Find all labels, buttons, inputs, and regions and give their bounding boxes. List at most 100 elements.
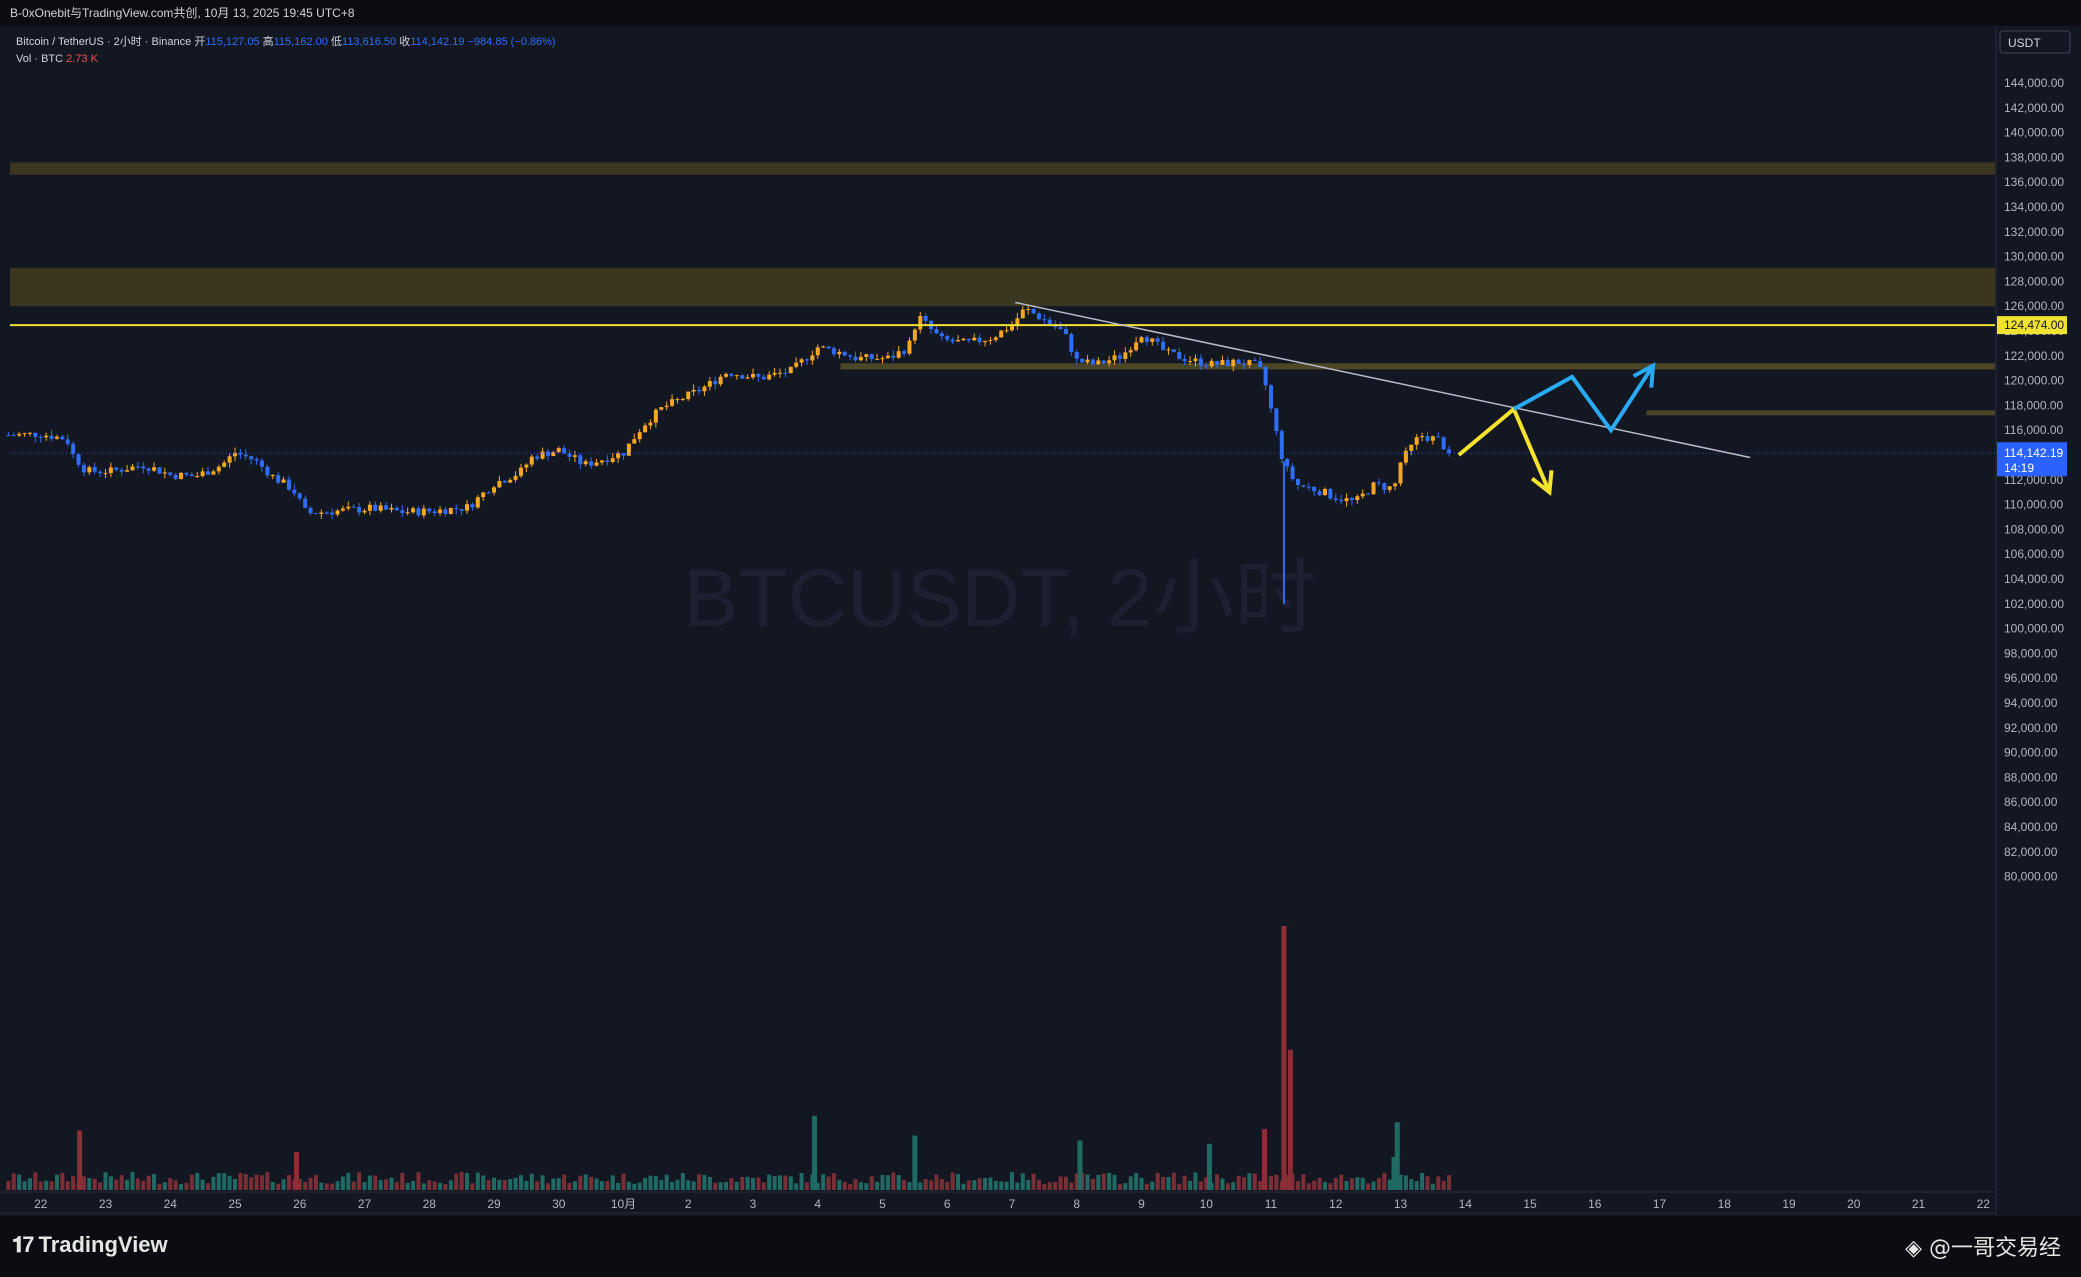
bullish-scenario-arrow bbox=[1512, 364, 1655, 434]
volume-bar bbox=[643, 1178, 648, 1190]
price-tick-label: 98,000.00 bbox=[2004, 646, 2058, 660]
price-tick-label: 122,000.00 bbox=[2004, 349, 2064, 363]
tradingview-logo[interactable]: 𝟏7 TradingView bbox=[12, 1232, 168, 1258]
candle-body bbox=[206, 471, 211, 475]
candle-body bbox=[497, 480, 502, 488]
bearish-scenario-arrow-arrowhead bbox=[1530, 470, 1554, 497]
volume-bar bbox=[664, 1174, 669, 1190]
candle-body bbox=[1366, 493, 1371, 495]
candle-body bbox=[1177, 352, 1182, 359]
volume-bar bbox=[319, 1182, 324, 1190]
symbol-watermark-text: BTCUSDT, 2小时 bbox=[683, 553, 1316, 644]
candle-body bbox=[1403, 450, 1408, 463]
candle-body bbox=[141, 466, 146, 469]
time-tick-label: 23 bbox=[99, 1197, 113, 1211]
candle-body bbox=[378, 505, 383, 511]
candle-body bbox=[384, 505, 389, 510]
volume-bar bbox=[1339, 1174, 1344, 1190]
candle-body bbox=[1436, 436, 1441, 438]
volume-bar bbox=[1053, 1181, 1058, 1190]
last-price-badge bbox=[1997, 442, 2067, 477]
volume-bar bbox=[438, 1182, 443, 1190]
volume-bar bbox=[545, 1183, 550, 1190]
price-tick-label: 80,000.00 bbox=[2004, 870, 2058, 884]
candle-body bbox=[81, 464, 86, 473]
time-tick-label: 22 bbox=[1977, 1197, 1991, 1211]
candle-body bbox=[562, 448, 567, 454]
volume-bar bbox=[459, 1172, 464, 1190]
candle-body bbox=[988, 339, 993, 341]
volume-bar bbox=[238, 1173, 243, 1190]
candle-body bbox=[1447, 449, 1452, 454]
candle-body bbox=[1328, 488, 1333, 499]
volume-bar bbox=[227, 1175, 232, 1190]
volume-bar bbox=[821, 1174, 826, 1190]
volume-bar bbox=[567, 1182, 572, 1190]
descending-trendline bbox=[1015, 301, 1751, 459]
candle-body bbox=[956, 340, 961, 342]
candle-body bbox=[896, 351, 901, 358]
volume-bar bbox=[222, 1173, 227, 1190]
candle-body bbox=[794, 362, 799, 367]
volume-spike-bar bbox=[812, 1115, 818, 1190]
volume-bar bbox=[22, 1181, 27, 1190]
candle-body bbox=[405, 512, 410, 514]
legend-volume: Vol · BTC 2.73 K bbox=[16, 53, 99, 65]
price-tick-label: 84,000.00 bbox=[2004, 820, 2058, 834]
volume-bars bbox=[6, 926, 1452, 1190]
candle-body bbox=[1409, 444, 1414, 451]
volume-bar bbox=[492, 1177, 496, 1190]
volume-bar bbox=[680, 1172, 685, 1190]
volume-spike-bar bbox=[1394, 1122, 1400, 1190]
volume-bar bbox=[729, 1178, 734, 1190]
candle-body bbox=[842, 351, 847, 356]
price-chart[interactable]: BTCUSDT, 2小时 USDT 80,000.00 82,000.00 84,00… bbox=[0, 26, 2081, 1216]
candle-body bbox=[1101, 360, 1106, 364]
time-tick-label: 3 bbox=[750, 1197, 757, 1211]
volume-bar bbox=[179, 1183, 184, 1190]
volume-bar bbox=[988, 1177, 993, 1190]
volume-bar bbox=[276, 1183, 281, 1190]
candle-body bbox=[432, 511, 437, 514]
candle-body bbox=[76, 454, 81, 465]
candle-body bbox=[238, 452, 243, 455]
volume-bar bbox=[707, 1176, 712, 1190]
volume-bar bbox=[49, 1181, 54, 1190]
volume-bar bbox=[54, 1174, 59, 1190]
volume-bar bbox=[621, 1173, 626, 1190]
candle-body bbox=[1161, 341, 1166, 350]
candle-body bbox=[411, 508, 416, 513]
candle-body bbox=[945, 336, 950, 340]
volume-bar bbox=[1376, 1177, 1381, 1190]
volume-bar bbox=[734, 1181, 739, 1190]
candle-body bbox=[545, 451, 550, 457]
candle-body bbox=[1285, 458, 1290, 467]
time-tick-label: 22 bbox=[34, 1197, 48, 1211]
volume-bar bbox=[848, 1183, 853, 1190]
volume-bar bbox=[556, 1178, 561, 1190]
volume-bar bbox=[1225, 1183, 1230, 1190]
volume-bar bbox=[842, 1181, 847, 1190]
candle-body bbox=[421, 508, 426, 516]
candle-body bbox=[1004, 330, 1009, 332]
volume-bar bbox=[891, 1172, 896, 1190]
volume-bar bbox=[1387, 1179, 1392, 1190]
resistance-price-label: 124,474.00 bbox=[2004, 318, 2064, 332]
volume-bar bbox=[1242, 1177, 1247, 1190]
candle-body bbox=[475, 497, 480, 508]
volume-bar bbox=[351, 1181, 356, 1190]
candle-body bbox=[648, 422, 653, 426]
price-tick-label: 102,000.00 bbox=[2004, 597, 2064, 611]
volume-bar bbox=[610, 1175, 615, 1190]
last-price-label: 114,142.19 bbox=[2004, 446, 2063, 460]
volume-bar bbox=[141, 1180, 146, 1190]
volume-bar bbox=[303, 1182, 308, 1190]
chart-background bbox=[0, 26, 2081, 1216]
candle-body bbox=[1301, 485, 1306, 487]
volume-bar bbox=[740, 1176, 745, 1190]
candle-body bbox=[605, 460, 610, 462]
candle-body bbox=[616, 453, 621, 459]
candle-body bbox=[1312, 486, 1317, 492]
volume-bar bbox=[1204, 1177, 1209, 1190]
price-zone bbox=[1646, 410, 1995, 416]
